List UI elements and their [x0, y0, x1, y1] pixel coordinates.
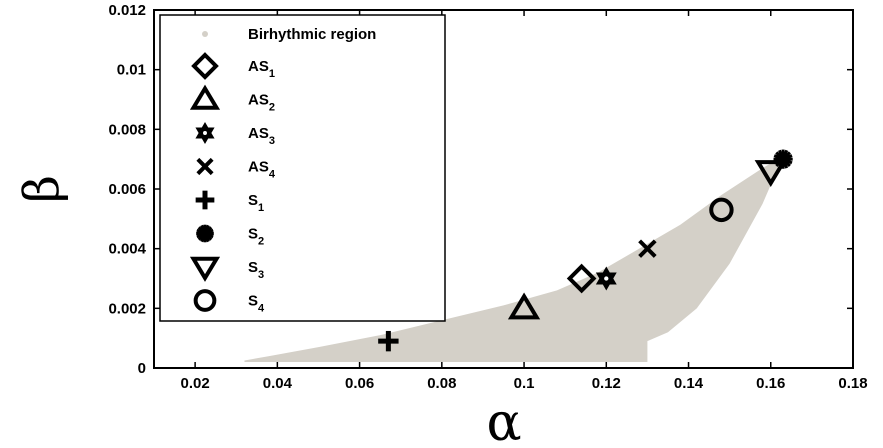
- y-axis-label: β: [14, 175, 70, 203]
- legend-label-main: AS: [248, 159, 269, 176]
- legend-marker-s4: [193, 289, 217, 312]
- legend-label-s1: S1: [248, 192, 264, 214]
- legend-label-main: AS: [248, 125, 269, 142]
- point-as4: [638, 239, 657, 258]
- x-tick-label: 0.04: [263, 375, 293, 392]
- birhythmic-region: [244, 156, 784, 363]
- legend-label-sub: 1: [258, 202, 264, 214]
- legend-label-sub: 3: [269, 135, 275, 147]
- legend-label-sub: 4: [258, 303, 265, 315]
- y-tick-label: 0: [138, 360, 146, 377]
- data-points-layer: [378, 149, 793, 352]
- legend-label-region: Birhythmic region: [248, 26, 376, 43]
- legend-label-sub: 2: [269, 102, 275, 114]
- legend-label-main: S: [248, 192, 258, 209]
- birhythmic-region-layer: [244, 156, 784, 363]
- legend-marker-as1: [191, 52, 219, 80]
- legend-label-s3: S3: [248, 259, 264, 281]
- legend-label-sub: 4: [269, 169, 276, 181]
- x-tick-label: 0.08: [427, 375, 456, 392]
- legend-marker-as3: [195, 122, 215, 144]
- x-tick-label: 0.14: [674, 375, 704, 392]
- legend-label-main: AS: [248, 58, 269, 75]
- y-tick-label: 0.01: [117, 62, 146, 79]
- legend-label-sub: 1: [269, 68, 275, 80]
- y-tick-label: 0.008: [108, 121, 146, 138]
- legend-marker-as4: [196, 157, 214, 176]
- legend-label-sub: 2: [258, 236, 264, 248]
- x-tick-label: 0.12: [592, 375, 621, 392]
- point-s3: [754, 160, 787, 187]
- legend-label-s2: S2: [248, 226, 264, 248]
- legend-label-s4: S4: [248, 293, 265, 315]
- y-tick-label: 0.012: [108, 2, 146, 19]
- legend-label-as1: AS1: [248, 58, 275, 80]
- legend-marker-s1: [195, 190, 215, 210]
- point-s2: [773, 149, 793, 169]
- point-as1: [566, 263, 597, 294]
- legend-label-main: S: [248, 293, 258, 310]
- y-tick-label: 0.006: [108, 181, 146, 198]
- point-as2: [507, 292, 541, 320]
- point-s4: [709, 197, 734, 223]
- axis-ticks: 0.02 0.04 0.06 0.08 0.1 0.12 0.14 0.16 0.18 0 0.00…: [108, 2, 867, 392]
- legend-label-as4: AS4: [248, 159, 276, 181]
- x-tick-label: 0.02: [181, 375, 210, 392]
- point-as3: [595, 266, 617, 291]
- legend-label-main: AS: [248, 92, 269, 109]
- legend-marker-s3: [189, 256, 221, 282]
- y-tick-label: 0.004: [108, 241, 146, 258]
- y-tick-label: 0.002: [108, 300, 146, 317]
- legend-label-sub: 3: [258, 269, 264, 281]
- point-s1: [378, 330, 399, 352]
- x-tick-label: 0.06: [345, 375, 374, 392]
- x-tick-label: 0.1: [514, 375, 535, 392]
- legend-marker-s2: [196, 224, 214, 243]
- x-tick-label: 0.18: [838, 375, 867, 392]
- legend-label-main: S: [248, 226, 258, 243]
- legend-label-as2: AS2: [248, 92, 275, 114]
- legend-label-as3: AS3: [248, 125, 275, 147]
- x-axis-label: α: [486, 393, 521, 448]
- x-tick-label: 0.16: [756, 375, 785, 392]
- legend-region-swatch: [202, 31, 208, 37]
- legend-marker-as2: [189, 84, 221, 110]
- legend-label-main: S: [248, 259, 258, 276]
